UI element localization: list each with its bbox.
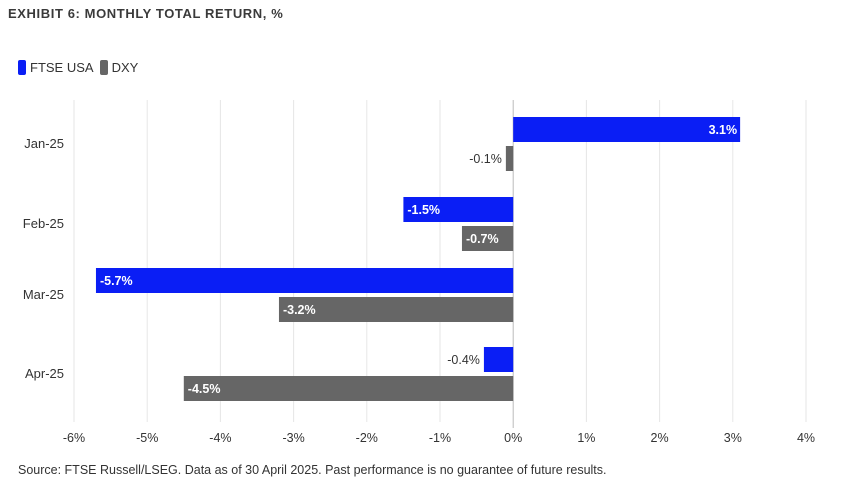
data-label-dxy: -4.5% (188, 382, 221, 396)
bar-dxy (505, 146, 514, 171)
y-category-label: Mar-25 (23, 287, 64, 302)
x-tick-label: -1% (429, 431, 451, 445)
bar-ftse-usa (403, 197, 514, 222)
x-tick-label: -4% (209, 431, 231, 445)
x-tick-label: 1% (577, 431, 595, 445)
x-tick-label: 3% (724, 431, 742, 445)
legend-item-ftse-usa: FTSE USA (18, 60, 94, 75)
x-tick-label: 0% (504, 431, 522, 445)
legend-swatch-ftse-usa (18, 60, 26, 75)
legend-swatch-dxy (99, 60, 108, 75)
bar-dxy (183, 376, 514, 401)
data-label-ftse-usa: 3.1% (709, 123, 738, 137)
source-note: Source: FTSE Russell/LSEG. Data as of 30… (18, 463, 607, 477)
bar-dxy (461, 226, 514, 251)
bar-dxy (278, 297, 514, 322)
legend: FTSE USA DXY (18, 60, 144, 75)
y-category-label: Apr-25 (25, 366, 64, 381)
legend-label-ftse-usa: FTSE USA (30, 60, 94, 75)
x-tick-label: -5% (136, 431, 158, 445)
data-label-dxy: -0.1% (469, 152, 502, 166)
bar-ftse-usa (483, 347, 514, 372)
x-tick-label: 2% (651, 431, 669, 445)
data-label-ftse-usa: -5.7% (100, 274, 133, 288)
legend-label-dxy: DXY (111, 60, 139, 75)
data-label-ftse-usa: -0.4% (447, 353, 480, 367)
x-tick-label: -2% (356, 431, 378, 445)
chart-title: EXHIBIT 6: MONTHLY TOTAL RETURN, % (8, 6, 284, 21)
x-tick-label: -3% (282, 431, 304, 445)
x-tick-label: 4% (797, 431, 815, 445)
data-label-dxy: -3.2% (283, 303, 316, 317)
y-category-label: Feb-25 (23, 216, 64, 231)
data-label-dxy: -0.7% (466, 232, 499, 246)
bar-ftse-usa (513, 117, 741, 142)
legend-item-dxy: DXY (99, 60, 139, 75)
data-label-ftse-usa: -1.5% (407, 203, 440, 217)
bar-ftse-usa (95, 268, 514, 293)
bar-chart: -6% -5% -4% -3% -2% -1% 0% 1% 2% 3% 4% Jan-25 3.1% -0… (23, 100, 815, 445)
y-category-label: Jan-25 (24, 136, 64, 151)
x-tick-label: -6% (63, 431, 85, 445)
